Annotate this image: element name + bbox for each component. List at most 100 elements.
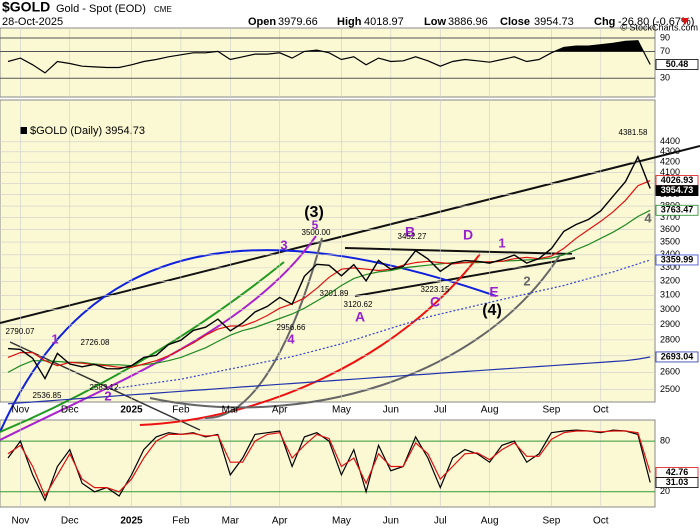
wave-drawings xyxy=(0,145,700,441)
y-tick-label: 4100 xyxy=(660,167,680,177)
x-tick-label: Mar xyxy=(222,405,240,416)
last-value-label: 4026.93 xyxy=(661,175,694,185)
y-tick-label: 3100 xyxy=(660,290,680,300)
indicator-line xyxy=(7,430,651,498)
wave-annotation: 2 xyxy=(523,273,530,288)
y-tick-label: 3500 xyxy=(660,236,680,246)
x-tick-label: Apr xyxy=(272,516,288,527)
wave-annotation: E xyxy=(489,284,498,300)
x-tick-label: 2025 xyxy=(120,405,143,416)
last-value-label: 3954.73 xyxy=(661,185,694,195)
wave-annotation: D xyxy=(463,227,473,243)
x-tick-label: Dec xyxy=(61,405,79,416)
x-tick-label: Jun xyxy=(383,405,399,416)
last-value-label: 3359.99 xyxy=(661,254,694,264)
y-tick-label: 2900 xyxy=(660,319,680,329)
y-tick-label: 3600 xyxy=(660,224,680,234)
trend-line xyxy=(354,257,576,297)
quote-label: Close xyxy=(500,16,530,28)
x-tick-label: Mar xyxy=(222,516,240,527)
x-tick-label: Aug xyxy=(481,405,499,416)
rsi-overbought-fill xyxy=(8,40,651,52)
wave-annotation: 3500.00 xyxy=(302,228,331,237)
y-tick-label: 3200 xyxy=(660,276,680,286)
wave-annotation: 2 xyxy=(104,388,111,403)
quote-value: 3886.96 xyxy=(448,16,488,28)
wave-annotation: (3) xyxy=(304,204,324,221)
x-tick-label: Jul xyxy=(434,405,447,416)
wave-annotation: 4 xyxy=(644,210,652,225)
wave-annotation: 3 xyxy=(280,237,287,252)
y-tick-label: 70 xyxy=(660,46,670,56)
wave-annotation: 2583.12 xyxy=(90,383,119,392)
y-tick-label: 4200 xyxy=(660,157,680,167)
y-tick-label: 4400 xyxy=(660,136,680,146)
wave-annotation: 3223.15 xyxy=(421,285,450,294)
x-tick-label: May xyxy=(332,405,351,416)
legend-swatch xyxy=(20,127,27,134)
last-value-label: 2693.04 xyxy=(661,351,694,361)
last-value-box xyxy=(655,59,699,70)
legend: $GOLD (Daily) 3954.73 xyxy=(30,125,145,137)
y-tick-label: 2800 xyxy=(660,334,680,344)
credit: © StockCharts.com xyxy=(620,22,698,32)
stoch-panel xyxy=(0,419,656,508)
y-tick-label: 30 xyxy=(660,73,670,83)
wave-annotation: (4) xyxy=(482,302,502,319)
wave-annotation: 2956.66 xyxy=(277,323,306,332)
x-tick-label: Nov xyxy=(11,516,29,527)
indicator-line xyxy=(106,259,651,391)
down-arrow xyxy=(681,18,689,25)
x-tick-label: Nov xyxy=(11,405,29,416)
y-tick-label: 3000 xyxy=(660,304,680,314)
last-value-label: 50.48 xyxy=(666,59,689,69)
instrument-name: Gold - Spot (EOD) xyxy=(56,3,146,15)
last-value-box xyxy=(655,204,699,216)
indicator-line xyxy=(7,180,651,368)
x-tick-label: May xyxy=(332,516,351,527)
wave-annotation: 3120.62 xyxy=(344,300,373,309)
x-tick-label: Sep xyxy=(543,405,561,416)
x-tick-label: Oct xyxy=(593,516,609,527)
last-value-box xyxy=(655,477,699,488)
quote-label: Open xyxy=(248,16,276,28)
x-tick-label: 2025 xyxy=(120,516,143,527)
trend-line xyxy=(9,341,201,431)
wave-annotation: 2726.08 xyxy=(81,338,110,347)
quote-value: 3979.66 xyxy=(278,16,318,28)
x-tick-label: Aug xyxy=(481,516,499,527)
exchange: CME xyxy=(154,5,172,14)
symbol: $GOLD xyxy=(2,0,50,15)
y-tick-label: 80 xyxy=(660,435,670,445)
x-tick-label: Feb xyxy=(172,405,190,416)
y-tick-label: 3300 xyxy=(660,262,680,272)
wave-annotation: C xyxy=(430,294,440,310)
y-tick-label: 4300 xyxy=(660,146,680,156)
price-line xyxy=(7,155,651,381)
quote-value: -26.80 (-0.67%) xyxy=(618,16,694,28)
last-value-box xyxy=(655,254,699,266)
last-value-label: 3763.47 xyxy=(661,205,694,215)
indicator-line xyxy=(7,209,651,373)
last-value-box xyxy=(655,351,699,363)
wave-annotation: A xyxy=(355,309,365,325)
quote-label: Low xyxy=(424,16,446,28)
quote-label: High xyxy=(337,16,362,28)
arc xyxy=(149,254,561,409)
y-tick-label: 2600 xyxy=(660,367,680,377)
wave-annotation: 2536.85 xyxy=(33,391,62,400)
x-tick-label: Jul xyxy=(434,516,447,527)
arc xyxy=(139,253,481,426)
last-value-label: 42.76 xyxy=(666,467,689,477)
last-value-box xyxy=(655,185,699,197)
wave-annotation: 4 xyxy=(287,331,295,346)
last-value-label: 31.03 xyxy=(666,477,689,487)
indicator-line xyxy=(7,356,651,405)
trend-line xyxy=(344,247,573,255)
wave-annotation: 2790.07 xyxy=(6,327,35,336)
arc xyxy=(204,237,323,420)
wave-annotation: 5 xyxy=(312,218,319,232)
quote-label: Chg xyxy=(594,16,615,28)
rsi-panel xyxy=(0,27,656,98)
